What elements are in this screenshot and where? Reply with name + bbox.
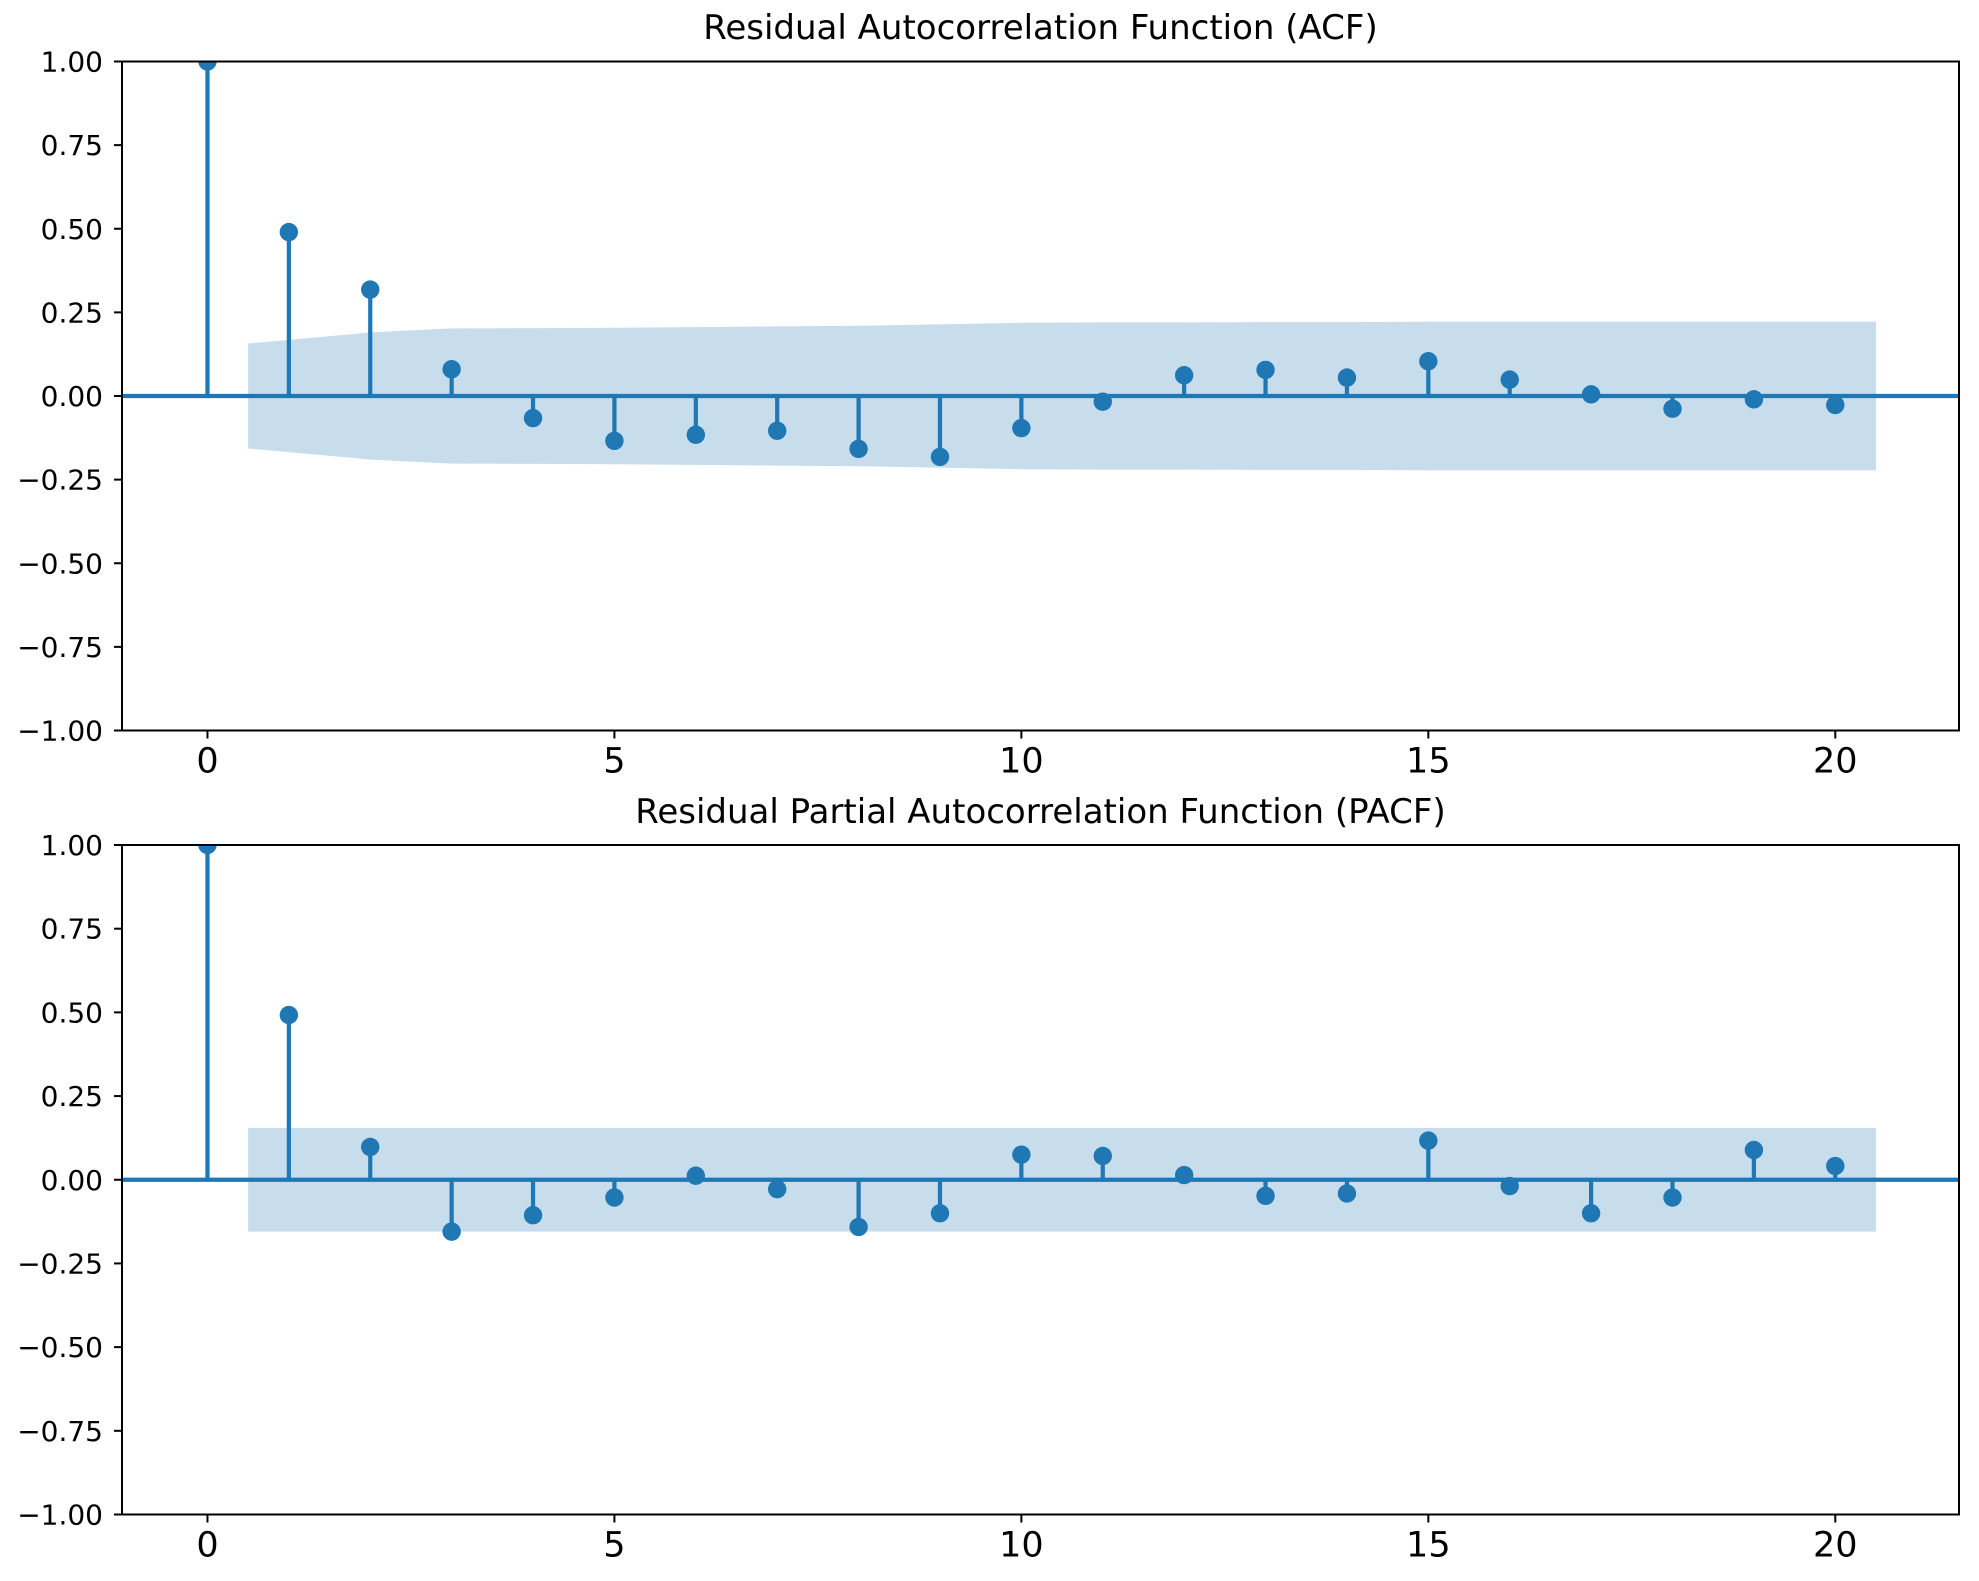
pacf-marker-lag-8 <box>849 1217 868 1237</box>
acf-marker-lag-5 <box>605 431 624 451</box>
acf-marker-lag-2 <box>361 280 380 299</box>
pacf-marker-lag-1 <box>279 1005 299 1025</box>
acf-marker-lag-16 <box>1500 370 1519 389</box>
acf-marker-lag-6 <box>686 425 706 445</box>
pacf-marker-lag-14 <box>1337 1184 1357 1203</box>
pacf-marker-lag-10 <box>1012 1145 1031 1164</box>
acf-y-tick-label--0.25: −0.25 <box>17 464 103 497</box>
acf-y-tick-label-0.75: 0.75 <box>41 129 103 162</box>
pacf-x-tick-label-15: 15 <box>1406 1526 1451 1566</box>
pacf-marker-lag-17 <box>1581 1204 1601 1223</box>
pacf-title: Residual Partial Autocorrelation Functio… <box>635 792 1446 832</box>
pacf-y-tick-label--0.75: −0.75 <box>17 1415 103 1448</box>
acf-x-tick-label-10: 10 <box>999 742 1044 782</box>
pacf-marker-lag-2 <box>361 1137 380 1157</box>
pacf-marker-lag-19 <box>1744 1140 1764 1160</box>
acf-plot-area <box>122 61 1959 471</box>
pacf-marker-lag-12 <box>1174 1165 1194 1185</box>
acf-marker-lag-9 <box>930 447 950 467</box>
pacf-marker-lag-16 <box>1500 1176 1519 1196</box>
acf-y-tick-label--0.75: −0.75 <box>17 631 103 664</box>
pacf-marker-lag-4 <box>523 1206 543 1225</box>
pacf-y-tick-label--0.5: −0.50 <box>17 1331 103 1364</box>
pacf-marker-lag-5 <box>605 1188 624 1207</box>
acf-marker-lag-15 <box>1419 352 1438 371</box>
pacf-marker-lag-18 <box>1663 1188 1682 1207</box>
pacf-y-tick-label--1: −1.00 <box>17 1499 103 1532</box>
pacf-marker-lag-9 <box>930 1204 950 1223</box>
acf-marker-lag-11 <box>1093 392 1112 411</box>
acf-marker-lag-8 <box>849 439 868 459</box>
pacf-marker-lag-6 <box>686 1166 706 1185</box>
acf-marker-lag-17 <box>1581 385 1601 404</box>
acf-marker-lag-4 <box>523 408 543 428</box>
pacf-marker-lag-3 <box>442 1222 461 1241</box>
acf-y-tick-label-0.25: 0.25 <box>41 296 103 329</box>
acf-y-tick-label-0: 0.00 <box>41 380 103 413</box>
acf-marker-lag-1 <box>279 222 299 242</box>
acf-y-tick-label-0.5: 0.50 <box>41 213 103 246</box>
pacf-plot-area <box>122 845 1959 1241</box>
pacf-marker-lag-7 <box>767 1179 787 1199</box>
acf-title: Residual Autocorrelation Function (ACF) <box>703 8 1378 48</box>
acf-x-tick-label-20: 20 <box>1813 742 1858 782</box>
pacf-marker-lag-13 <box>1256 1186 1275 1206</box>
pacf-y-tick-label-0.75: 0.75 <box>41 913 103 946</box>
acf-marker-lag-3 <box>442 360 461 379</box>
acf-marker-lag-14 <box>1337 368 1357 387</box>
pacf-y-tick-label--0.25: −0.25 <box>17 1247 103 1280</box>
acf-y-tick-label--1: −1.00 <box>17 715 103 748</box>
pacf-marker-lag-15 <box>1419 1131 1438 1150</box>
acf-marker-lag-18 <box>1663 399 1682 418</box>
acf-x-tick-label-5: 5 <box>603 742 625 782</box>
acf-marker-lag-13 <box>1256 360 1275 380</box>
pacf-x-tick-label-5: 5 <box>603 1526 625 1566</box>
acf-y-tick-label-1: 1.00 <box>41 46 103 79</box>
acf-y-tick-label--0.5: −0.50 <box>17 547 103 580</box>
pacf-y-tick-label-0: 0.00 <box>41 1164 103 1197</box>
acf-marker-lag-20 <box>1826 395 1845 415</box>
pacf-x-tick-label-10: 10 <box>999 1526 1044 1566</box>
acf-x-tick-label-0: 0 <box>196 742 218 782</box>
acf-marker-lag-7 <box>767 421 787 440</box>
acf-marker-lag-10 <box>1012 418 1031 438</box>
pacf-x-tick-label-20: 20 <box>1813 1526 1858 1566</box>
pacf-y-tick-label-0.25: 0.25 <box>41 1080 103 1113</box>
pacf-y-tick-label-0.5: 0.50 <box>41 996 103 1029</box>
acf-marker-lag-12 <box>1174 366 1194 385</box>
pacf-marker-lag-0 <box>198 845 217 855</box>
pacf-x-tick-label-0: 0 <box>196 1526 218 1566</box>
pacf-y-tick-label-1: 1.00 <box>41 829 103 862</box>
acf-marker-lag-19 <box>1744 390 1764 409</box>
pacf-marker-lag-11 <box>1093 1146 1112 1166</box>
pacf-marker-lag-20 <box>1826 1156 1845 1176</box>
acf-x-tick-label-15: 15 <box>1406 742 1451 782</box>
acf-marker-lag-0 <box>198 61 217 71</box>
